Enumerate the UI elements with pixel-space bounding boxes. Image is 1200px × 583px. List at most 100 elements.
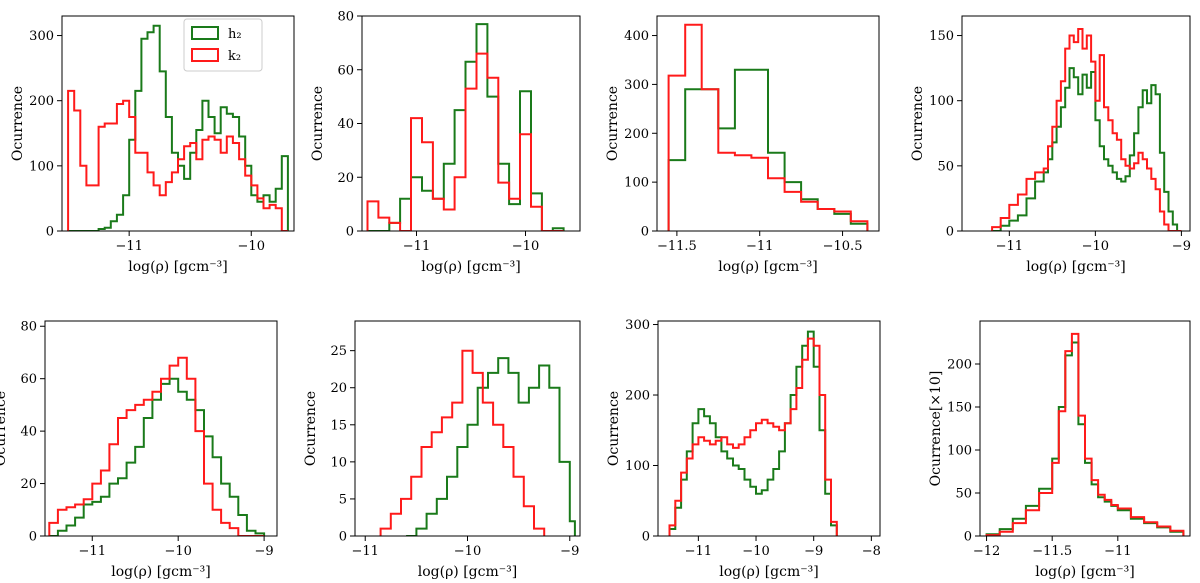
y-tick-label: 0 <box>46 225 54 240</box>
y-tick-label: 0 <box>339 530 347 545</box>
x-tick-label: −10 <box>512 239 539 254</box>
y-tick-label: 150 <box>947 401 972 416</box>
x-tick-label: −11 <box>79 544 106 559</box>
y-tick-label: 15 <box>330 418 347 433</box>
series-k2-line <box>985 332 1185 536</box>
y-tick-label: 0 <box>641 225 649 240</box>
y-axis-label: Ocurrence <box>310 86 326 161</box>
panel-5: −11 −10 −9 0 20 40 60 80 log(ρ) [gcm⁻³] Ocurrence <box>0 320 278 580</box>
x-axis-label: log(ρ) [gcm⁻³] <box>1026 259 1125 275</box>
y-tick-label: 50 <box>937 159 954 174</box>
axes-frame <box>979 320 1191 537</box>
panel-8: −12 −11.5 −11 0 50 100 150 200 log(ρ) [gcm⁻³] Ocu… <box>928 320 1191 580</box>
y-tick-label: 0 <box>29 530 37 545</box>
y-tick-label: 0 <box>946 225 954 240</box>
y-tick-label: 20 <box>330 381 347 396</box>
series-h2-line <box>668 330 838 536</box>
y-tick-label: 100 <box>624 176 649 191</box>
x-tick-label: −10 <box>164 544 191 559</box>
axes-frame <box>361 15 581 232</box>
y-tick-label: 200 <box>625 389 650 404</box>
y-axis-label: Ocurrence[×10] <box>928 371 944 487</box>
x-tick-label: −9 <box>1172 239 1191 254</box>
series-k2-line <box>379 349 546 536</box>
x-axis-label: log(ρ) [gcm⁻³] <box>1035 564 1134 580</box>
x-axis-label: log(ρ) [gcm⁻³] <box>719 564 818 580</box>
y-axis-label: Ocurrence <box>606 391 622 466</box>
legend-swatch-k2 <box>191 48 219 62</box>
y-tick-label: 50 <box>955 487 972 502</box>
y-tick-label: 25 <box>330 344 347 359</box>
y-tick-label: 40 <box>20 425 37 440</box>
x-tick-label: −10 <box>454 544 481 559</box>
x-tick-label: −9 <box>804 544 823 559</box>
y-tick-label: 200 <box>624 127 649 142</box>
y-tick-label: 80 <box>20 320 37 335</box>
y-tick-label: 200 <box>29 94 54 109</box>
series-h2-line <box>992 67 1182 231</box>
series-h2-line <box>49 377 266 536</box>
x-axis-label: log(ρ) [gcm⁻³] <box>418 564 517 580</box>
x-tick-label: −11.5 <box>1032 544 1072 559</box>
x-tick-label: −9 <box>255 544 274 559</box>
y-tick-label: 0 <box>642 530 650 545</box>
series-k2-line <box>668 337 838 536</box>
x-axis-label: log(ρ) [gcm⁻³] <box>128 259 227 275</box>
y-tick-label: 100 <box>29 159 54 174</box>
axes-frame <box>657 320 881 537</box>
legend-label-k2: k₂ <box>228 49 241 64</box>
x-tick-label: −11 <box>685 544 712 559</box>
series-k2-line <box>991 28 1182 231</box>
panel-1: −11 −10 0 100 200 300 log(ρ) [gcm⁻³] Ocurrence h… <box>10 15 295 275</box>
x-tick-label: −10.5 <box>823 239 863 254</box>
series-h2-line <box>667 68 869 231</box>
panel-7: −11 −10 −9 −8 0 100 200 300 log(ρ) [gcm⁻³] Ocurre… <box>606 318 881 580</box>
axes-frame <box>44 320 278 537</box>
x-tick-label: −11 <box>996 239 1023 254</box>
axes-frame <box>961 15 1191 232</box>
panel-3: −11.5 −11 −10.5 0 100 200 300 400 log(ρ) [gcm⁻³]… <box>605 15 880 275</box>
y-tick-label: 100 <box>947 444 972 459</box>
y-tick-label: 200 <box>947 358 972 373</box>
y-tick-label: 40 <box>337 117 354 132</box>
x-axis-label: log(ρ) [gcm⁻³] <box>718 259 817 275</box>
series-k2-line <box>67 89 288 231</box>
y-tick-label: 400 <box>624 29 649 44</box>
panel-4: −11 −10 −9 0 50 100 150 log(ρ) [gcm⁻³] Ocurrence <box>910 15 1191 275</box>
x-axis-label: log(ρ) [gcm⁻³] <box>111 564 210 580</box>
y-axis-label: Ocurrence <box>10 86 26 161</box>
series-k2-line <box>667 23 869 231</box>
x-tick-label: −10 <box>238 239 265 254</box>
x-tick-label: −9 <box>560 544 579 559</box>
legend-box <box>183 18 263 72</box>
y-axis-label: Ocurrence <box>605 86 621 161</box>
y-tick-label: 80 <box>337 10 354 25</box>
y-tick-label: 300 <box>29 29 54 44</box>
y-tick-label: 0 <box>346 225 354 240</box>
series-k2-line <box>48 356 265 536</box>
panel-2: −11 −10 0 20 40 60 80 log(ρ) [gcm⁻³] Ocurrence <box>310 10 581 275</box>
series-h2-line <box>406 357 576 536</box>
x-tick-label: −8 <box>862 544 881 559</box>
x-tick-label: −11 <box>352 544 379 559</box>
series-h2-line <box>68 24 289 231</box>
x-tick-label: −12 <box>973 544 1000 559</box>
series-h2-line <box>367 23 565 231</box>
y-tick-label: 5 <box>339 492 347 507</box>
y-tick-label: 0 <box>964 530 972 545</box>
panel-6: −11 −10 −9 0 5 10 15 20 25 log(ρ) [gcm⁻³] Ocurrenc… <box>303 320 581 580</box>
y-axis-label: Ocurrence <box>910 86 926 161</box>
x-tick-label: −11.5 <box>657 239 697 254</box>
x-axis-label: log(ρ) [gcm⁻³] <box>421 259 520 275</box>
y-tick-label: 20 <box>337 171 354 186</box>
y-tick-label: 60 <box>20 372 37 387</box>
y-tick-label: 20 <box>20 477 37 492</box>
y-tick-label: 10 <box>330 455 347 470</box>
y-tick-label: 100 <box>929 94 954 109</box>
x-tick-label: −11 <box>115 239 142 254</box>
axes-frame <box>656 15 880 232</box>
y-tick-label: 300 <box>625 318 650 333</box>
x-tick-label: −11 <box>403 239 430 254</box>
x-tick-label: −10 <box>742 544 769 559</box>
